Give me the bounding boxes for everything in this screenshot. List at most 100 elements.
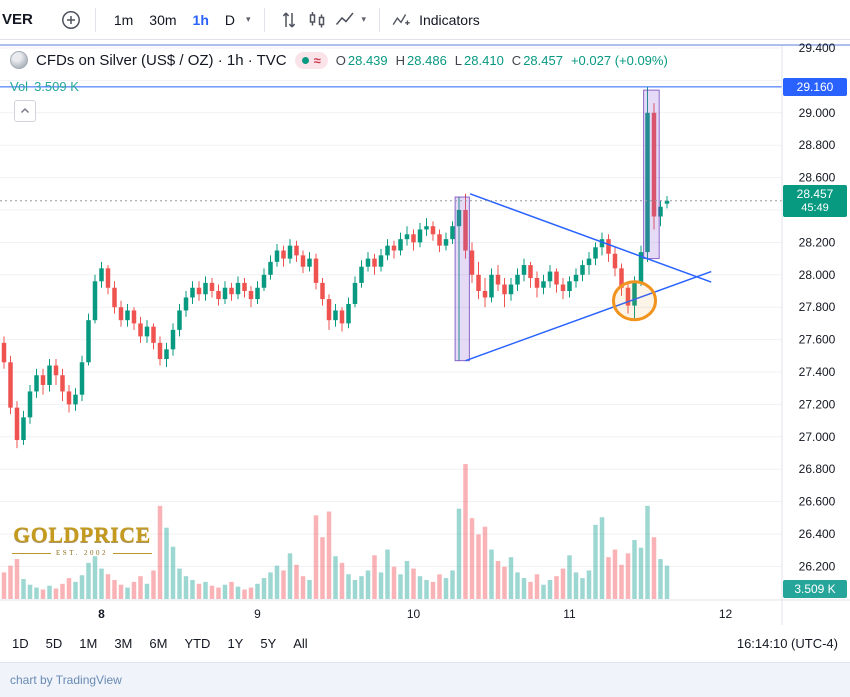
bar-countdown: 45:49	[801, 202, 829, 214]
highlight-box	[454, 196, 470, 362]
candle-body	[495, 274, 501, 285]
range-1y[interactable]: 1Y	[227, 636, 244, 651]
range-toolbar: 1D 5D 1M 3M 6M YTD 1Y 5Y All 16:14:10 (U…	[0, 625, 850, 663]
volume-bar	[34, 587, 39, 599]
volume-bar	[658, 559, 663, 599]
range-5d[interactable]: 5D	[45, 636, 63, 651]
volume-bar	[502, 566, 507, 599]
volume-bar	[170, 546, 176, 599]
candle-body	[255, 287, 260, 300]
volume-bar	[47, 585, 52, 599]
volume-bar	[359, 576, 364, 599]
interval-button-30m[interactable]: 30m	[149, 11, 177, 28]
candle-body	[99, 268, 104, 282]
circle-annotation	[612, 280, 657, 322]
candle-body	[443, 239, 449, 246]
chevron-up-icon	[20, 107, 30, 114]
volume-bar	[586, 570, 592, 599]
interval-dropdown-caret[interactable]: ▾	[246, 14, 251, 24]
candle-body	[599, 239, 605, 248]
volume-bar	[60, 583, 65, 599]
interval-button-d[interactable]: D	[224, 11, 235, 28]
volume-bar	[92, 556, 98, 599]
volume-bar	[242, 589, 247, 599]
candles-style-icon[interactable]	[303, 6, 331, 34]
candle-body	[53, 365, 59, 376]
volume-bar	[79, 575, 85, 599]
symbol-label[interactable]: VER	[2, 11, 33, 28]
volume-bar	[287, 553, 293, 599]
candle-body	[34, 375, 39, 392]
volume-bar	[125, 587, 130, 599]
range-1m[interactable]: 1M	[79, 636, 98, 651]
volume-bar	[482, 526, 488, 599]
volume-bar	[554, 576, 559, 599]
range-ytd[interactable]: YTD	[184, 636, 211, 651]
volume-bar	[261, 578, 267, 599]
candle-body	[8, 362, 13, 408]
market-status-pill[interactable]: ≈	[294, 51, 328, 69]
candle-body	[417, 229, 423, 243]
candle-body	[664, 200, 670, 204]
volume-bar	[547, 579, 553, 599]
volume-bar	[463, 464, 468, 599]
candle-body	[560, 284, 566, 291]
indicators-button[interactable]: Indicators	[390, 9, 480, 31]
tradingview-attribution-link[interactable]: chart by TradingView	[10, 673, 122, 687]
volume-bar	[508, 557, 514, 599]
candle-body	[534, 278, 540, 288]
line-style-icon[interactable]	[331, 6, 359, 34]
candle-body	[482, 291, 488, 298]
range-all[interactable]: All	[293, 636, 308, 651]
price-axis-label: 28.800	[799, 138, 836, 152]
candle-body	[287, 245, 293, 259]
candle-body	[131, 310, 137, 324]
range-6m[interactable]: 6M	[149, 636, 168, 651]
candle-body	[346, 303, 351, 324]
candle-body	[619, 268, 624, 288]
range-1d[interactable]: 1D	[12, 636, 29, 651]
volume-bar	[235, 586, 241, 599]
candle-body	[66, 391, 72, 405]
candle-body	[398, 239, 403, 251]
compare-icon[interactable]	[57, 6, 85, 34]
volume-bar	[515, 572, 520, 599]
candle-body	[625, 287, 631, 306]
volume-bar	[164, 527, 169, 599]
candle-body	[190, 287, 195, 298]
candle-body	[170, 329, 176, 350]
volume-bar	[300, 576, 306, 599]
chart-title[interactable]: CFDs on Silver (US$ / OZ) · 1h · TVC	[36, 51, 287, 69]
candle-body	[359, 266, 364, 283]
interval-button-1m[interactable]: 1m	[113, 11, 134, 28]
price-line-badge[interactable]: 29.160	[783, 78, 847, 96]
range-5y[interactable]: 5Y	[260, 636, 277, 651]
candle-body	[365, 258, 371, 267]
candle-body	[21, 417, 26, 441]
volume-bar	[638, 547, 644, 599]
price-axis-label: 29.400	[799, 41, 836, 55]
volume-bar	[593, 524, 598, 599]
volume-bar	[112, 579, 117, 599]
candle-body	[333, 310, 338, 321]
volume-bar	[612, 549, 618, 599]
candle-body	[151, 326, 156, 343]
volume-bar	[495, 560, 501, 599]
candle-body	[547, 271, 553, 282]
delayed-data-icon: ≈	[313, 52, 321, 68]
price-chart-canvas[interactable]: 29.400 29.000 28.800 28.600 28.200 28.000 27.8…	[0, 40, 850, 625]
bar-style-icon[interactable]	[275, 6, 303, 34]
price-axis-label: 29.000	[799, 106, 836, 120]
clock[interactable]: 16:14:10 (UTC-4)	[736, 636, 838, 651]
candle-body	[450, 226, 455, 240]
style-dropdown-caret[interactable]: ▾	[361, 14, 367, 24]
volume-bar	[541, 584, 546, 599]
candle-body	[216, 291, 221, 300]
price-axis-label: 27.000	[799, 430, 836, 444]
range-3m[interactable]: 3M	[114, 636, 133, 651]
collapse-legend-button[interactable]	[14, 100, 36, 122]
volume-bar	[73, 581, 78, 599]
goldprice-est-text: EST. 2002	[56, 549, 108, 557]
interval-button-1h[interactable]: 1h	[192, 11, 209, 28]
candle-body	[456, 210, 462, 227]
